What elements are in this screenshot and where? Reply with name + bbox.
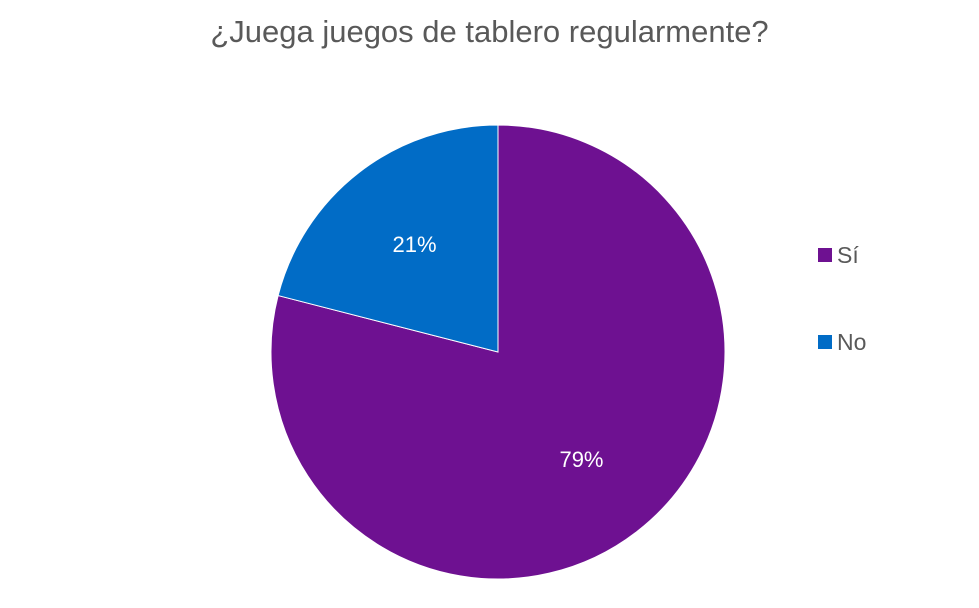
data-label-no: 21%: [392, 232, 436, 257]
legend-item-si: Sí: [818, 238, 866, 272]
legend-label-no: No: [837, 328, 867, 355]
pie-slice-no: [277, 124, 499, 353]
legend-item-no: No: [818, 325, 866, 359]
data-label-si: 79%: [559, 447, 603, 472]
legend-swatch-no: [818, 335, 832, 349]
chart-title: ¿Juega juegos de tablero regularmente?: [210, 14, 769, 49]
legend-label-si: Sí: [837, 241, 859, 268]
legend-swatch-si: [818, 248, 832, 262]
legend: Sí No: [818, 238, 866, 412]
pie-data-labels: 79% 21%: [392, 232, 603, 472]
pie-slices: [270, 124, 726, 580]
